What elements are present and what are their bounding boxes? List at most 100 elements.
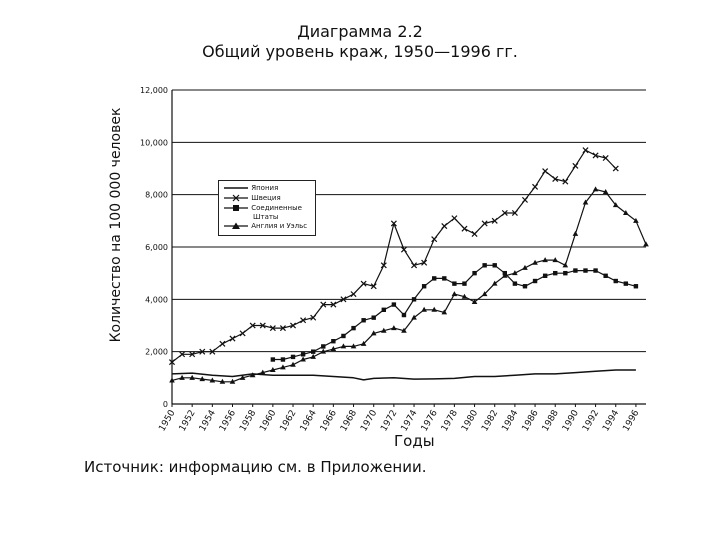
data-point-usa: [633, 284, 639, 289]
data-point-sweden: [330, 301, 337, 308]
data-point-england: [199, 376, 206, 382]
x-tick-label: 1996: [621, 408, 641, 433]
data-point-sweden: [310, 314, 317, 321]
legend-item-usa: Соединенные: [223, 204, 302, 212]
series-england: [169, 186, 649, 384]
data-point-usa: [542, 273, 548, 278]
data-point-usa: [401, 312, 407, 318]
data-point-sweden: [239, 330, 246, 337]
data-point-england: [270, 366, 276, 372]
data-point-usa: [341, 333, 346, 339]
data-point-england: [411, 314, 417, 320]
y-tick-label: 6,000: [145, 243, 168, 252]
data-point-usa: [381, 307, 386, 312]
data-point-england: [280, 364, 286, 370]
data-point-sweden: [592, 152, 599, 159]
series-sweden: [168, 147, 619, 366]
data-point-england: [532, 259, 538, 265]
data-point-usa: [371, 315, 376, 320]
data-point-usa: [310, 349, 316, 354]
data-point-sweden: [491, 217, 498, 224]
y-tick-label: 2,000: [145, 348, 168, 357]
data-point-usa: [522, 284, 528, 289]
data-point-england: [370, 330, 377, 336]
data-point-usa: [613, 278, 618, 284]
data-point-usa: [270, 357, 276, 362]
data-point-england: [219, 378, 226, 384]
data-point-usa: [512, 281, 518, 286]
x-tick-label: 1954: [198, 408, 218, 433]
data-point-sweden: [279, 325, 286, 332]
data-point-sweden: [532, 183, 539, 190]
data-point-england: [572, 230, 579, 236]
data-point-england: [522, 264, 528, 270]
data-point-england: [451, 291, 458, 297]
data-point-england: [189, 374, 195, 380]
data-point-england: [431, 306, 438, 312]
data-point-england: [320, 348, 327, 354]
data-point-england: [401, 327, 407, 333]
data-point-sweden: [471, 230, 478, 237]
x-tick-label: 1970: [359, 408, 379, 433]
data-point-sweden: [350, 291, 357, 298]
y-tick-label: 4,000: [145, 295, 168, 304]
legend-label-usa-1: Соединенные: [251, 204, 302, 212]
data-point-england: [179, 374, 185, 380]
x-tick-label: 1980: [460, 408, 480, 433]
data-point-sweden: [340, 296, 347, 303]
data-point-sweden: [441, 223, 448, 230]
data-point-england: [643, 241, 649, 247]
data-point-usa: [593, 268, 598, 273]
legend-item-sweden: Швеция: [223, 194, 281, 202]
data-point-england: [612, 202, 619, 208]
data-point-sweden: [421, 259, 428, 266]
y-tick-label: 8,000: [145, 191, 168, 200]
data-point-sweden: [501, 209, 508, 217]
legend-label-japan: Япония: [251, 184, 279, 192]
data-point-sweden: [199, 348, 206, 355]
data-point-england: [421, 306, 427, 312]
legend-item-japan: Япония: [223, 184, 278, 192]
x-axis-label: Годы: [394, 432, 435, 450]
legend-label-sweden: Швеция: [251, 194, 281, 202]
data-point-england: [552, 257, 559, 263]
data-point-england: [441, 309, 448, 315]
data-point-sweden: [411, 262, 418, 269]
data-point-usa: [462, 281, 467, 286]
x-tick-label: 1990: [561, 408, 581, 433]
data-point-england: [633, 217, 639, 223]
data-point-sweden: [269, 325, 276, 332]
data-point-sweden: [481, 220, 488, 227]
data-point-england: [259, 369, 266, 375]
data-point-sweden: [602, 155, 609, 162]
data-point-sweden: [289, 322, 297, 329]
series-line-usa: [272, 264, 637, 361]
data-point-usa: [623, 281, 629, 286]
x-tick-label: 1968: [339, 408, 359, 433]
x-tick-label: 1972: [379, 409, 399, 434]
data-point-sweden: [582, 147, 589, 154]
data-point-sweden: [461, 225, 468, 232]
data-point-usa: [300, 352, 306, 357]
legend-label-england: Англия и Уэльс: [251, 222, 308, 230]
data-point-usa: [432, 276, 437, 281]
data-point-sweden: [189, 351, 196, 358]
legend: Япония Швеция Соединенные Штаты Англия и…: [218, 180, 316, 236]
data-point-sweden: [179, 351, 186, 358]
data-point-sweden: [370, 283, 377, 290]
x-tick-label: 1962: [279, 409, 299, 434]
data-point-england: [481, 291, 488, 297]
data-point-england: [623, 209, 629, 215]
series-usa: [270, 263, 639, 362]
data-point-sweden: [259, 322, 266, 329]
data-point-usa: [452, 281, 457, 286]
x-tick-label: 1966: [319, 408, 339, 433]
x-tick-label: 1984: [500, 408, 520, 433]
data-point-usa: [442, 276, 447, 281]
x-tick-label: 1992: [581, 409, 601, 434]
x-tick-label: 1988: [541, 408, 561, 433]
data-point-england: [340, 343, 347, 349]
data-point-england: [300, 356, 306, 362]
x-tick-label: 1986: [521, 408, 541, 433]
